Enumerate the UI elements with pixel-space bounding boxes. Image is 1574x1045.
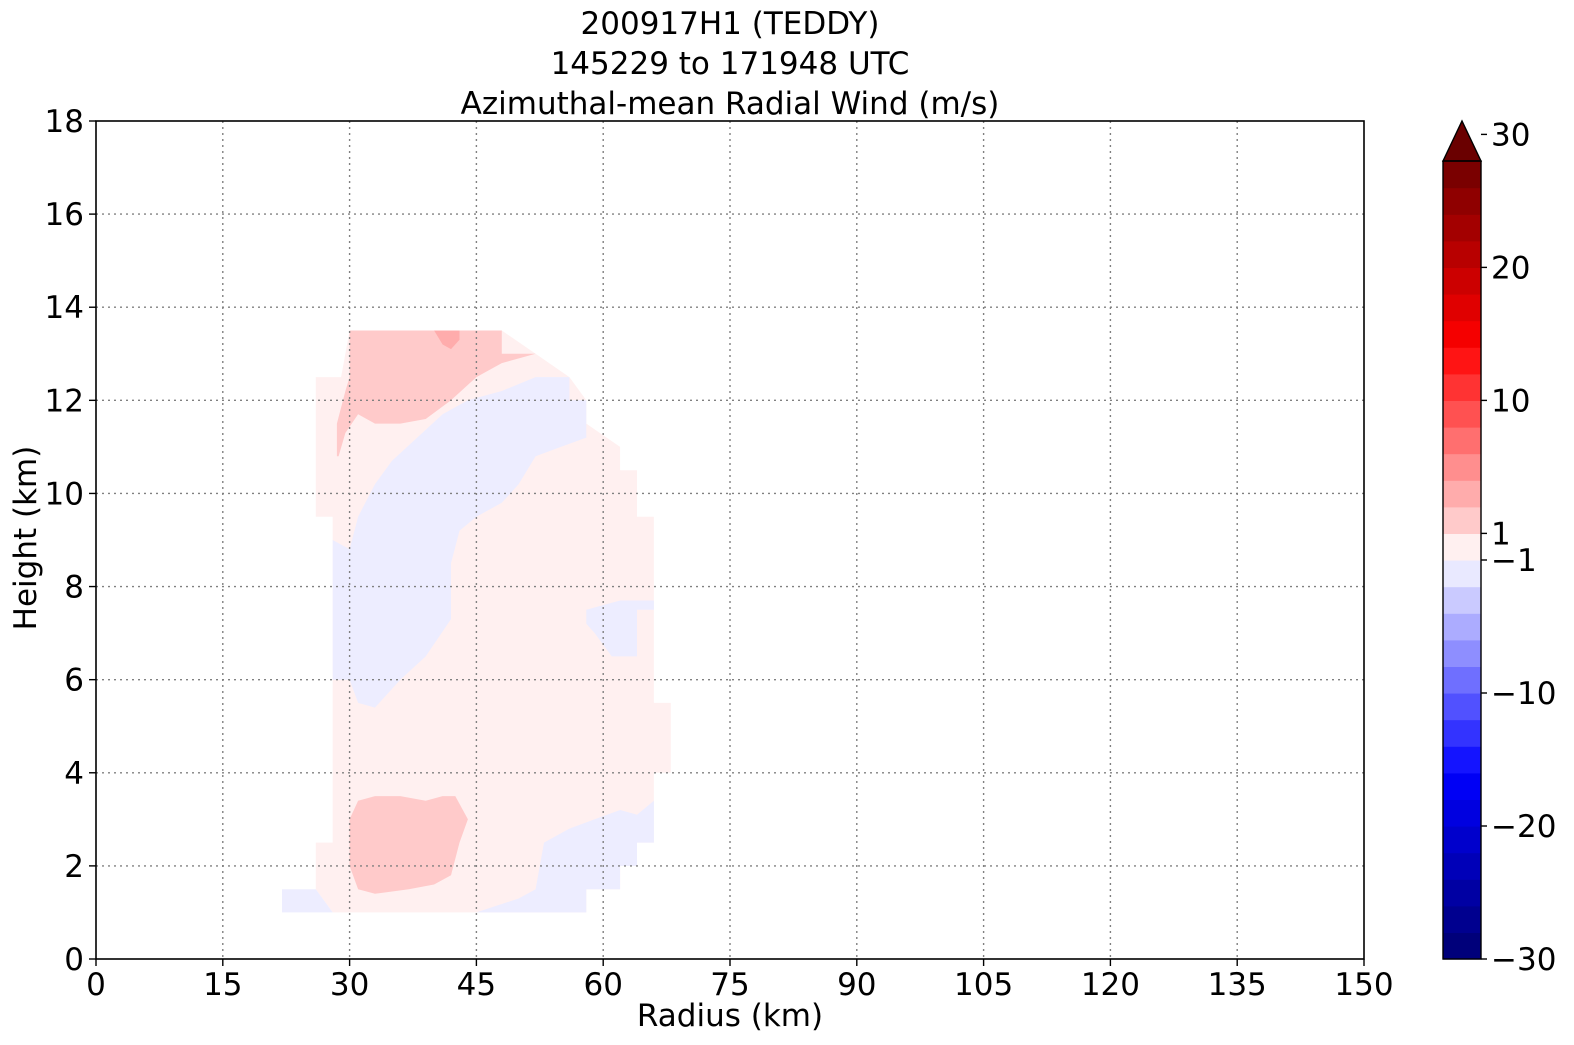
colorbar-extend-arrow bbox=[1441, 119, 1483, 162]
x-tick-label: 45 bbox=[457, 967, 496, 1003]
colorbar-segment bbox=[1443, 586, 1481, 614]
colorbar-segment bbox=[1443, 905, 1481, 933]
colorbar-tick-label: −30 bbox=[1491, 942, 1556, 978]
colorbar-segment bbox=[1443, 187, 1481, 215]
contour-region-5 bbox=[336, 330, 536, 457]
y-axis: 0 2 4 6 8 10 12 14 16 18 bbox=[45, 104, 96, 978]
colorbar-segment bbox=[1443, 879, 1481, 907]
colorbar-segment bbox=[1443, 214, 1481, 242]
colorbar-segment bbox=[1443, 932, 1481, 960]
colorbar-segment bbox=[1443, 506, 1481, 534]
colorbar-segment bbox=[1443, 852, 1481, 880]
colorbar-segment bbox=[1443, 480, 1481, 508]
x-axis-label: Radius (km) bbox=[637, 998, 823, 1034]
x-tick-label: 150 bbox=[1334, 967, 1393, 1003]
contour-fill-layer bbox=[282, 330, 671, 913]
y-tick-label: 2 bbox=[64, 849, 84, 885]
contour-region-4 bbox=[282, 889, 333, 913]
colorbar-segment bbox=[1443, 560, 1481, 588]
chart-title-line-1: 200917H1 (TEDDY) bbox=[581, 6, 880, 42]
colorbar-segment bbox=[1443, 161, 1481, 189]
colorbar-segment bbox=[1443, 373, 1481, 401]
y-tick-label: 10 bbox=[45, 476, 84, 512]
plot-background bbox=[96, 121, 1364, 959]
chart-title-line-3: Azimuthal-mean Radial Wind (m/s) bbox=[461, 86, 1000, 122]
colorbar-tick-label: 10 bbox=[1491, 383, 1530, 419]
x-tick-label: 75 bbox=[710, 967, 749, 1003]
x-tick-label: 60 bbox=[583, 967, 622, 1003]
x-tick-label: 120 bbox=[1081, 967, 1140, 1003]
y-tick-label: 0 bbox=[64, 942, 84, 978]
x-axis: 0 15 30 45 60 75 90 105 120 135 150 bbox=[86, 959, 1394, 1003]
colorbar-segment bbox=[1443, 693, 1481, 721]
contour-region-7 bbox=[349, 796, 468, 894]
x-tick-label: 30 bbox=[330, 967, 369, 1003]
colorbar-segment bbox=[1443, 799, 1481, 827]
colorbar-tick-label: 20 bbox=[1491, 250, 1530, 286]
colorbar-segment bbox=[1443, 613, 1481, 641]
colorbar-tick-label: 30 bbox=[1491, 117, 1530, 153]
colorbar-segment bbox=[1443, 267, 1481, 295]
contour-region-6 bbox=[434, 330, 460, 350]
colorbar-segment bbox=[1443, 400, 1481, 428]
grid-layer bbox=[96, 121, 1364, 959]
colorbar-segment bbox=[1443, 427, 1481, 455]
colorbar-tick-label: −10 bbox=[1491, 676, 1556, 712]
colorbar-tick-label: −1 bbox=[1491, 543, 1537, 579]
contour-region-3 bbox=[476, 800, 654, 913]
x-tick-label: 135 bbox=[1208, 967, 1267, 1003]
y-tick-label: 4 bbox=[64, 756, 84, 792]
y-tick-label: 12 bbox=[45, 383, 84, 419]
colorbar-segment bbox=[1443, 666, 1481, 694]
colorbar-segment bbox=[1443, 347, 1481, 375]
colorbar-segment bbox=[1443, 719, 1481, 747]
colorbar-segment bbox=[1443, 533, 1481, 561]
y-tick-label: 16 bbox=[45, 197, 84, 233]
colorbar-segment bbox=[1443, 772, 1481, 800]
colorbar-segment bbox=[1443, 240, 1481, 268]
x-tick-label: 15 bbox=[203, 967, 242, 1003]
colorbar-segment bbox=[1443, 453, 1481, 481]
x-tick-label: 0 bbox=[86, 967, 106, 1003]
colorbar-segment bbox=[1443, 294, 1481, 322]
y-axis-label: Height (km) bbox=[8, 446, 44, 631]
colorbar-segment bbox=[1443, 746, 1481, 774]
colorbar-segment bbox=[1443, 826, 1481, 854]
colorbar: 30 20 10 1−1 −10 −20 −30 bbox=[1441, 117, 1556, 978]
chart-title-line-2: 145229 to 171948 UTC bbox=[551, 46, 910, 82]
plot-area bbox=[95, 120, 1365, 960]
y-tick-label: 18 bbox=[45, 104, 84, 140]
y-tick-label: 14 bbox=[45, 290, 84, 326]
y-tick-label: 8 bbox=[64, 570, 84, 606]
contour-region-1 bbox=[332, 377, 587, 708]
x-tick-label: 105 bbox=[954, 967, 1013, 1003]
x-tick-label: 90 bbox=[837, 967, 876, 1003]
colorbar-tick-label: −20 bbox=[1491, 809, 1556, 845]
colorbar-tick-label: 1 bbox=[1491, 516, 1511, 552]
colorbar-segment bbox=[1443, 320, 1481, 348]
y-tick-label: 6 bbox=[64, 663, 84, 699]
colorbar-segment bbox=[1443, 639, 1481, 667]
